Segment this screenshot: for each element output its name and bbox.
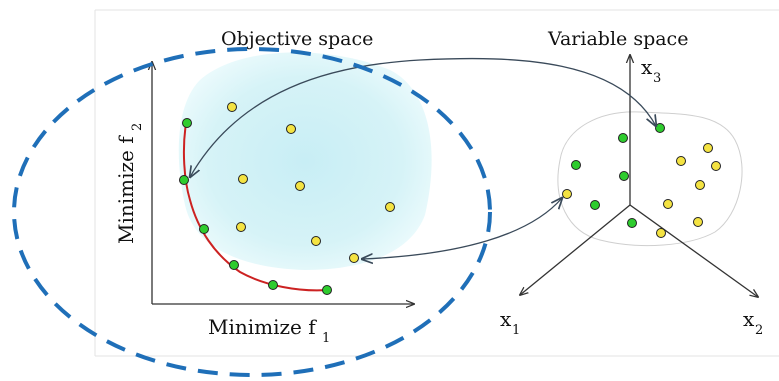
svg-text:Minimize f: Minimize f [208, 315, 317, 339]
feasible-region-variable [557, 111, 743, 247]
dominated-point [562, 189, 572, 199]
pareto-point [322, 285, 332, 295]
svg-text:3: 3 [653, 71, 661, 86]
x2-axis [629, 204, 758, 297]
dominated-point [656, 228, 666, 238]
pareto-point [590, 200, 600, 210]
pareto-point [618, 133, 628, 143]
dominated-point [286, 124, 296, 134]
variable-space-title: Variable space [547, 28, 688, 50]
dominated-point [693, 217, 703, 227]
svg-text:Minimize f: Minimize f [114, 135, 138, 244]
mapping-arrow-dominated [362, 198, 562, 259]
svg-text:1: 1 [512, 323, 520, 338]
dominated-point [385, 202, 395, 212]
dominated-point [238, 174, 248, 184]
dominated-point [663, 199, 673, 209]
dominated-point [676, 156, 686, 166]
dominated-point [349, 253, 359, 263]
pareto-point [199, 224, 209, 234]
x1-axis [520, 204, 631, 295]
x1-axis-label: x 1 [500, 307, 520, 338]
svg-text:x: x [743, 307, 755, 331]
dominated-point [295, 181, 305, 191]
pareto-point [229, 260, 239, 270]
f2-axis-label: Minimize f 2 [114, 123, 145, 244]
dominated-point [227, 102, 237, 112]
pareto-point [182, 118, 192, 128]
dominated-point [311, 236, 321, 246]
dominated-point [703, 143, 713, 153]
variable-space-panel: Variable space x 3 x 1 x 2 [500, 28, 763, 338]
x3-axis-label: x 3 [641, 55, 661, 86]
pareto-front-curve [182, 122, 329, 292]
figure-frame [94, 9, 779, 357]
pareto-point [655, 123, 665, 133]
pareto-point [619, 171, 629, 181]
dominated-point [695, 180, 705, 190]
dominated-point [711, 161, 721, 171]
highlight-ellipse [12, 47, 492, 377]
svg-text:2: 2 [755, 323, 763, 338]
pareto-point [627, 218, 637, 228]
pareto-point [179, 175, 189, 185]
svg-text:2: 2 [130, 123, 145, 131]
svg-text:x: x [641, 55, 653, 79]
svg-text:x: x [500, 307, 512, 331]
pareto-point [571, 160, 581, 170]
objective-space-title: Objective space [221, 28, 373, 50]
x2-axis-label: x 2 [743, 307, 763, 338]
feasible-region-objective [178, 52, 432, 270]
mapping-arrow-pareto [190, 57, 656, 177]
svg-text:1: 1 [322, 331, 330, 346]
f1-axis-label: Minimize f 1 [208, 315, 330, 346]
pareto-point [268, 280, 278, 290]
dominated-point [236, 222, 246, 232]
